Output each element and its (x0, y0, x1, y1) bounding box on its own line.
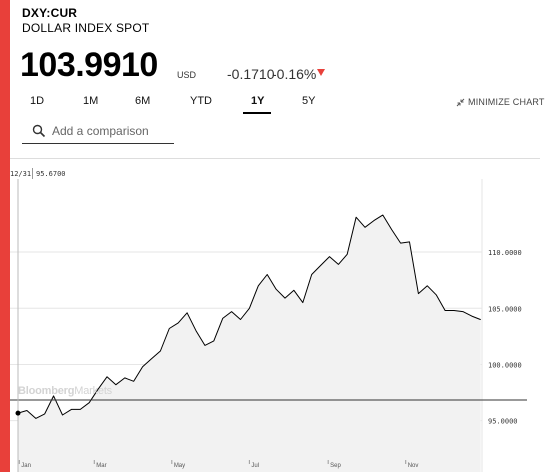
x-tick-label: Nov (408, 463, 419, 469)
tab-ytd[interactable]: YTD (190, 95, 212, 107)
price-line (17, 214, 481, 419)
ticker-name: DOLLAR INDEX SPOT (22, 21, 150, 35)
tab-1d[interactable]: 1D (30, 95, 45, 107)
x-tick-label: May (174, 463, 185, 469)
minimize-chart-label: MINIMIZE CHART (468, 97, 545, 107)
price-chart[interactable]: 95.0000 100.0000 105.0000 110.0000 Jan Mar Ma… (10, 179, 540, 472)
hover-readout-separator (32, 168, 33, 179)
watermark-suffix: Markets (74, 385, 112, 397)
x-tick-label: Mar (96, 463, 106, 469)
tab-5y[interactable]: 5Y (302, 95, 316, 107)
bloomberg-markets-watermark: BloombergMarkets (18, 385, 112, 397)
search-icon (32, 124, 46, 138)
currency-label: USD (177, 70, 197, 80)
tab-1y[interactable]: 1Y (251, 95, 265, 107)
hover-value-readout: 95.6700 (36, 170, 66, 178)
price-change-percent: -0.16% (272, 66, 317, 82)
y-tick-label: 105.0000 (488, 305, 522, 313)
minimize-icon (456, 98, 465, 106)
hover-point (15, 410, 21, 416)
x-axis-labels: Jan Mar May Jul Sep Nov (18, 460, 419, 469)
minimize-chart-button[interactable]: MINIMIZE CHART (456, 97, 545, 107)
tab-1m[interactable]: 1M (83, 95, 99, 107)
accent-bar (0, 0, 10, 472)
price-area-fill (18, 215, 481, 472)
x-tick-label: Jan (21, 463, 31, 469)
x-tick-label: Sep (330, 463, 341, 469)
y-tick-label: 110.0000 (488, 249, 522, 257)
price-change: -0.1710 (227, 66, 275, 82)
y-tick-label: 100.0000 (488, 361, 522, 369)
y-axis-labels: 95.0000 100.0000 105.0000 110.0000 (488, 249, 522, 426)
last-price: 103.9910 (20, 46, 158, 84)
watermark-brand: Bloomberg (18, 385, 75, 397)
tab-6m[interactable]: 6M (135, 95, 151, 107)
x-tick-label: Jul (251, 463, 259, 469)
header-divider (10, 158, 540, 159)
ticker-symbol: DXY:CUR (22, 6, 78, 20)
comparison-input[interactable] (52, 124, 172, 138)
comparison-search[interactable] (22, 119, 174, 144)
hover-date-readout: 12/31 (10, 170, 32, 178)
active-tab-underline (243, 112, 271, 114)
down-arrow-icon (317, 69, 325, 76)
y-tick-label: 95.0000 (488, 418, 518, 426)
